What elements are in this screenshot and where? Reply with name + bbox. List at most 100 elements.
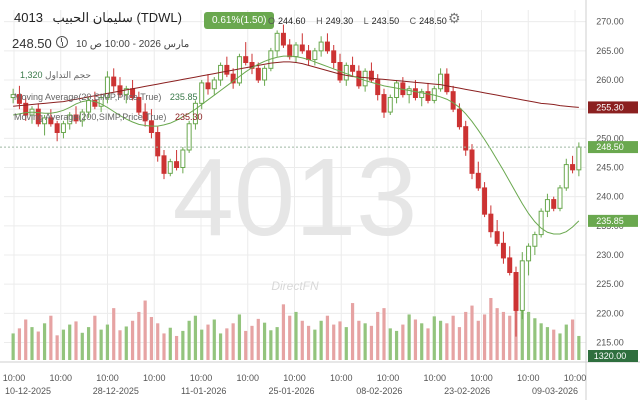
volume-bar xyxy=(539,323,543,360)
candle-body xyxy=(293,44,299,58)
volume-bar xyxy=(225,328,229,360)
volume-bar xyxy=(445,323,449,360)
y-tick-label: 220.00 xyxy=(596,308,624,318)
candle-body xyxy=(532,234,538,247)
volume-bar xyxy=(313,329,317,360)
x-tick-label: 10:00 xyxy=(236,373,259,383)
ma-short-legend: Moving Average(20,SIMP,Price,True) 235.8… xyxy=(14,92,197,102)
candle-body xyxy=(494,231,500,244)
candle-body xyxy=(381,94,387,113)
volume-bar xyxy=(256,318,260,360)
candle-body xyxy=(236,56,242,84)
candle-body xyxy=(500,242,506,259)
x-tick-label: 10:00 xyxy=(3,373,26,383)
volume-bar xyxy=(55,335,59,360)
candle-body xyxy=(299,44,305,52)
y-axis: 215.00220.00225.00230.00235.00240.00245.… xyxy=(588,17,638,362)
volume-bar xyxy=(520,308,524,360)
y-tick-label: 265.00 xyxy=(596,46,624,56)
candle-body xyxy=(98,97,104,107)
x-tick-label: 10:00 xyxy=(377,373,400,383)
x-tick-label: 10:00 xyxy=(423,373,446,383)
volume-bar xyxy=(130,320,135,360)
ohlc-key: H xyxy=(316,16,323,26)
volume-bar xyxy=(533,318,537,360)
volume-bars xyxy=(11,298,581,360)
symbol-title: 4013 سليمان الحبيب (TDWL) xyxy=(14,10,182,26)
volume-bar xyxy=(464,311,468,360)
ohlc-low: 243.50 xyxy=(371,16,400,26)
volume-bar xyxy=(577,335,581,360)
gear-icon[interactable]: ⚙ xyxy=(448,10,461,26)
volume-bar xyxy=(401,324,405,360)
volume-bar xyxy=(49,315,53,360)
candle-body xyxy=(142,111,148,122)
candle-body xyxy=(425,91,431,101)
price-tag: 255.30 xyxy=(596,102,624,112)
candle-body xyxy=(287,44,293,58)
candle-body xyxy=(456,108,462,128)
ma-short-legend-value: 235.85 xyxy=(169,92,198,102)
x-date-label: 09-03-2026 xyxy=(532,386,578,396)
volume-bar xyxy=(74,321,78,360)
volume-bar xyxy=(212,319,216,360)
volume-bar xyxy=(168,327,172,360)
candle-body xyxy=(255,67,261,81)
change-badge: 0.61%(1.50) xyxy=(204,12,275,29)
volume-bar xyxy=(545,327,550,360)
volume-bar xyxy=(99,329,103,360)
candle-body xyxy=(148,120,154,134)
candle-body xyxy=(387,97,393,113)
candle-body xyxy=(192,102,198,125)
volume-bar xyxy=(407,314,411,360)
candle-body xyxy=(538,210,544,236)
x-tick-label: 10:00 xyxy=(49,373,72,383)
candle-body xyxy=(362,70,368,87)
candle-body xyxy=(412,88,418,98)
volume-bar xyxy=(438,320,443,360)
volume-bar xyxy=(80,332,84,360)
volume-bar xyxy=(376,311,380,360)
candle-body xyxy=(475,172,481,189)
x-date-label: 11-01-2026 xyxy=(181,386,226,396)
volume-bar xyxy=(413,319,418,360)
volume-bar xyxy=(338,321,342,360)
volume-bar xyxy=(558,333,562,360)
candle-body xyxy=(557,187,563,209)
volume-bar xyxy=(470,305,474,360)
timestamp: مارس 2026 - 10:00 ص 10 xyxy=(76,39,190,50)
candle-body xyxy=(155,132,161,157)
volume-bar xyxy=(30,327,34,360)
candle-body xyxy=(318,41,324,52)
volume-bar xyxy=(501,311,506,360)
candle-body xyxy=(463,126,469,151)
volume-tag: 1320.00 xyxy=(594,351,627,361)
candle-body xyxy=(211,79,217,90)
volume-bar xyxy=(174,335,179,360)
clock-icon xyxy=(56,36,68,48)
y-tick-label: 215.00 xyxy=(596,338,624,348)
volume-legend-label: حجم التداول xyxy=(45,70,91,80)
volume-bar xyxy=(42,323,47,360)
volume-bar xyxy=(36,331,40,360)
candle-body xyxy=(86,99,92,113)
y-tick-label: 240.00 xyxy=(596,192,624,202)
y-tick-label: 250.00 xyxy=(596,133,624,143)
volume-bar xyxy=(432,316,436,360)
candle-body xyxy=(243,56,249,64)
volume-bar xyxy=(68,324,72,360)
candle-body xyxy=(324,41,330,52)
candle-body xyxy=(482,187,488,215)
ohlc-key: L xyxy=(363,16,369,26)
candle-body xyxy=(406,88,412,96)
candle-body xyxy=(444,73,450,93)
candle-body xyxy=(60,123,66,133)
volume-bar xyxy=(181,330,185,360)
candle-body xyxy=(469,149,475,174)
candle-body xyxy=(544,199,550,212)
candle-body xyxy=(368,70,374,81)
candle-body xyxy=(92,99,98,107)
candle-body xyxy=(123,88,129,96)
